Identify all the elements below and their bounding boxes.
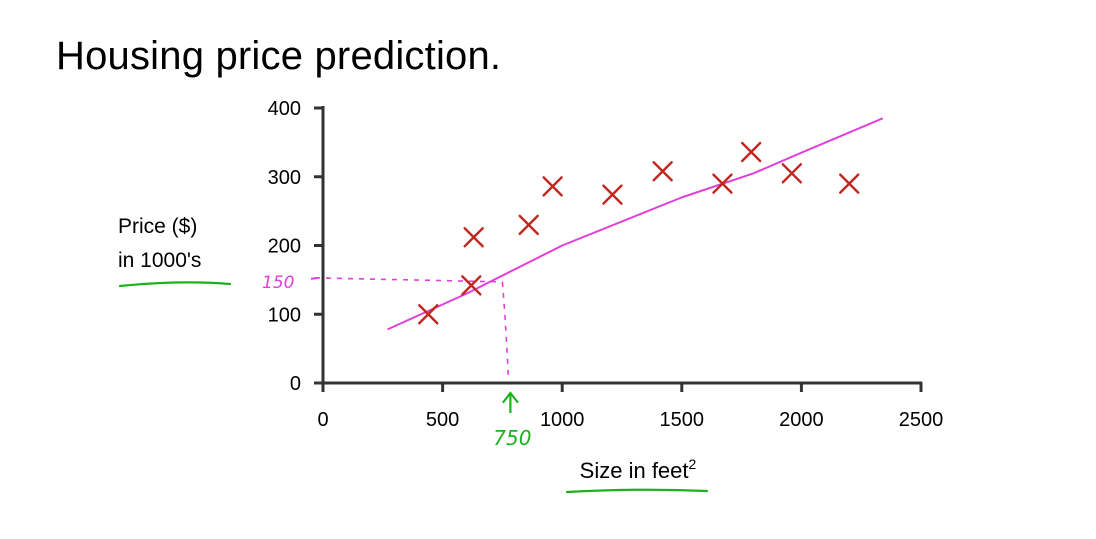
data-point-stroke: [839, 173, 860, 194]
x-tick-label: 1500: [660, 409, 705, 431]
data-point-x-marker: [839, 173, 860, 194]
data-point-stroke: [781, 163, 803, 184]
data-points: [418, 141, 860, 325]
y-tick-label: 200: [268, 236, 301, 258]
data-point-x-marker: [781, 163, 803, 184]
y-axis-label-line-2: in 1000's: [118, 249, 202, 272]
x-axis-label: Size in feet2: [580, 456, 697, 483]
y-tick-label: 100: [268, 304, 301, 326]
data-point-stroke: [461, 275, 482, 296]
annotations: 150 750: [262, 273, 531, 450]
data-point-stroke: [542, 176, 563, 197]
y-axis-label-line-1: Price ($): [118, 215, 198, 238]
x-tick-label: 0: [317, 409, 328, 431]
data-point-stroke: [518, 214, 539, 236]
guide-line-horizontal: [314, 277, 503, 283]
fit-line: [387, 117, 884, 331]
fit-line-path: [387, 117, 884, 331]
data-point-x-marker: [740, 141, 762, 163]
x-axis-label-group: Size in feet2: [118, 281, 709, 494]
y-tick-label: 0: [290, 373, 301, 395]
x-tick-label: 2500: [899, 409, 944, 431]
x-axis-label-superscript: 2: [689, 456, 697, 472]
y-axis-label: Price ($) in 1000's: [118, 210, 201, 278]
guide-tick-y: [310, 276, 319, 280]
y-tick-label: 400: [268, 98, 301, 120]
axes: [321, 106, 922, 385]
x-tick-label: 500: [426, 409, 459, 431]
y-value-note: 150: [262, 273, 294, 293]
data-point-x-marker: [418, 304, 439, 325]
data-point-stroke: [740, 141, 762, 163]
data-point-x-marker: [542, 176, 563, 197]
data-point-stroke: [652, 161, 673, 182]
x-tick-label: 2000: [779, 409, 824, 431]
guide-line-vertical: [501, 281, 510, 380]
y-tick-label: 300: [268, 167, 301, 189]
slide-title: Housing price prediction.: [56, 34, 502, 78]
data-point-x-marker: [712, 173, 733, 194]
y-label-underline: [118, 281, 232, 288]
data-point-x-marker: [602, 184, 623, 205]
up-arrow-head: [502, 391, 519, 404]
data-point-stroke: [463, 227, 484, 248]
data-point-x-marker: [463, 227, 484, 248]
x-value-note: 750: [493, 426, 531, 450]
data-point-x-marker: [518, 214, 539, 236]
axis-ticks: 0 100 200 300 400 0 500 1000 1500 2000 2500: [268, 98, 944, 431]
data-point-stroke: [418, 304, 439, 325]
data-point-x-marker: [461, 275, 482, 296]
data-point-x-marker: [652, 161, 673, 182]
data-point-stroke: [712, 173, 733, 194]
data-point-stroke: [602, 184, 623, 205]
x-label-underline: [565, 488, 709, 494]
x-tick-label: 1000: [540, 409, 585, 431]
